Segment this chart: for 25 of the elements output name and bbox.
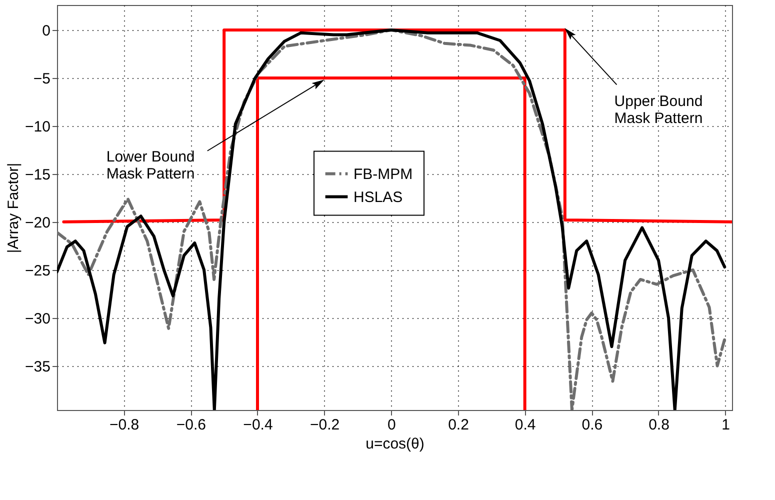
legend-label: FB-MPM bbox=[354, 166, 413, 183]
x-axis-title: u=cos(θ) bbox=[366, 436, 424, 452]
legend-label: HSLAS bbox=[354, 188, 403, 206]
y-tick-label: −35 bbox=[25, 358, 50, 376]
y-tick-label: −25 bbox=[25, 262, 50, 280]
annotation: Upper Bound Mask Pattern bbox=[614, 92, 703, 127]
x-tick-label: −0.6 bbox=[176, 416, 206, 434]
x-tick-label: 1 bbox=[722, 416, 730, 434]
x-tick-label: 0 bbox=[387, 416, 396, 434]
y-tick-label: −5 bbox=[33, 70, 50, 88]
x-tick-label: 0.2 bbox=[448, 416, 469, 434]
y-axis-title: |Array Factor| bbox=[5, 162, 22, 254]
x-tick-label: −0.2 bbox=[310, 416, 340, 434]
x-tick-label: 0.4 bbox=[514, 416, 536, 434]
x-tick-label: −0.4 bbox=[243, 416, 273, 434]
y-tick-label: 0 bbox=[42, 22, 50, 40]
annotation: Lower Bound Mask Pattern bbox=[106, 148, 195, 183]
y-tick-label: −15 bbox=[25, 166, 50, 184]
line-series bbox=[57, 28, 726, 410]
y-tick-label: −10 bbox=[25, 118, 50, 136]
y-tick-label: −30 bbox=[25, 310, 50, 328]
y-tick-label: −20 bbox=[25, 214, 50, 232]
x-tick-label: 0.8 bbox=[648, 416, 670, 434]
x-tick-label: 0.6 bbox=[582, 416, 603, 434]
x-tick-label: −0.8 bbox=[110, 416, 140, 434]
